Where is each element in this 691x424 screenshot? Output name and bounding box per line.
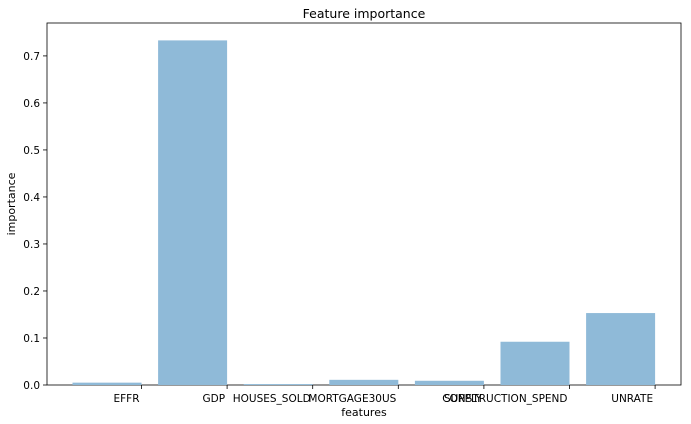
x-tick-label: EFFR <box>113 393 139 405</box>
bar-effr <box>72 382 142 385</box>
y-axis: 0.0 0.1 0.2 0.3 0.4 0.5 0.6 0.7 <box>23 51 47 392</box>
x-tick-label: MORTGAGE30US <box>308 393 396 405</box>
bar-unrate <box>586 313 656 385</box>
x-tick-label: GDP <box>203 393 226 405</box>
y-tick-label: 0.7 <box>23 51 40 63</box>
y-tick-label: 0.6 <box>23 98 40 110</box>
x-axis-label: features <box>341 406 387 419</box>
plot-area-frame <box>46 22 682 386</box>
bar-construction_spend <box>500 341 570 385</box>
bar-mortgage30us <box>329 379 399 385</box>
y-tick-label: 0.1 <box>23 333 40 345</box>
y-tick-label: 0.4 <box>23 192 40 204</box>
bar-houses_sold <box>243 384 313 385</box>
y-tick-label: 0.5 <box>23 145 40 157</box>
x-tick-label: SUPPLY <box>444 393 482 405</box>
x-tick-label: HOUSES_SOLD <box>233 393 311 405</box>
bar-gdp <box>158 40 228 385</box>
x-tick-label: CONSTRUCTION_SPEND <box>442 393 567 405</box>
y-axis-label: importance <box>5 172 18 235</box>
bar-supply <box>414 380 484 385</box>
bars <box>72 40 656 385</box>
y-tick-label: 0.3 <box>23 239 40 251</box>
chart-title: Feature importance <box>303 6 426 21</box>
y-tick-label: 0.2 <box>23 286 40 298</box>
x-tick-label: UNRATE <box>611 393 653 405</box>
y-tick-label: 0.0 <box>23 380 40 392</box>
